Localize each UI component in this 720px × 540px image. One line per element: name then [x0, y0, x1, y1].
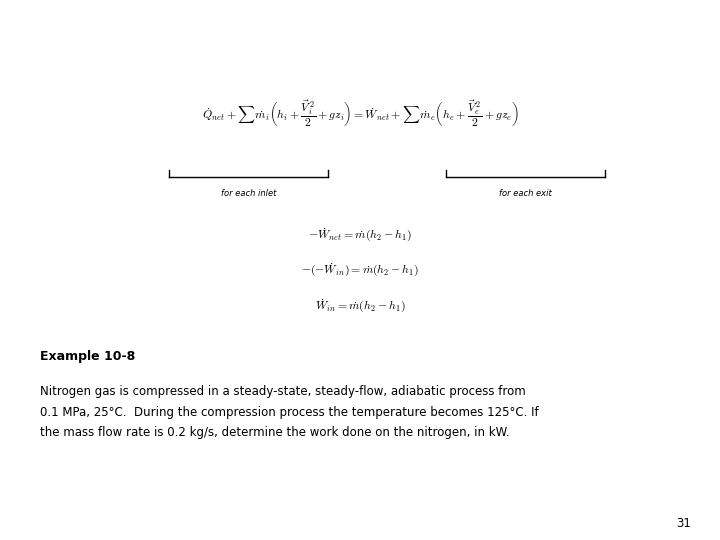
- Text: $-(-\dot{W}_{in}) = \dot{m}(h_2 - h_1)$: $-(-\dot{W}_{in}) = \dot{m}(h_2 - h_1)$: [301, 261, 419, 279]
- Text: $-\dot{W}_{net} = \dot{m}(h_2 - h_1)$: $-\dot{W}_{net} = \dot{m}(h_2 - h_1)$: [308, 226, 412, 244]
- Text: $\dot{Q}_{net} + \sum \dot{m}_i \left( h_i + \dfrac{\vec{V}_i^{\,2}}{2} + gz_i \: $\dot{Q}_{net} + \sum \dot{m}_i \left( h…: [202, 98, 518, 129]
- Text: 0.1 MPa, 25°C.  During the compression process the temperature becomes 125°C. If: 0.1 MPa, 25°C. During the compression pr…: [40, 406, 539, 419]
- Text: $\dot{W}_{in} = \dot{m}(h_2 - h_1)$: $\dot{W}_{in} = \dot{m}(h_2 - h_1)$: [315, 296, 405, 314]
- Text: Nitrogen gas is compressed in a steady-state, steady-flow, adiabatic process fro: Nitrogen gas is compressed in a steady-s…: [40, 385, 526, 398]
- Text: the mass flow rate is 0.2 kg/s, determine the work done on the nitrogen, in kW.: the mass flow rate is 0.2 kg/s, determin…: [40, 426, 509, 439]
- Text: 31: 31: [676, 517, 691, 530]
- Text: for each inlet: for each inlet: [221, 189, 276, 198]
- Text: for each exit: for each exit: [499, 189, 552, 198]
- Text: Example 10-8: Example 10-8: [40, 350, 135, 363]
